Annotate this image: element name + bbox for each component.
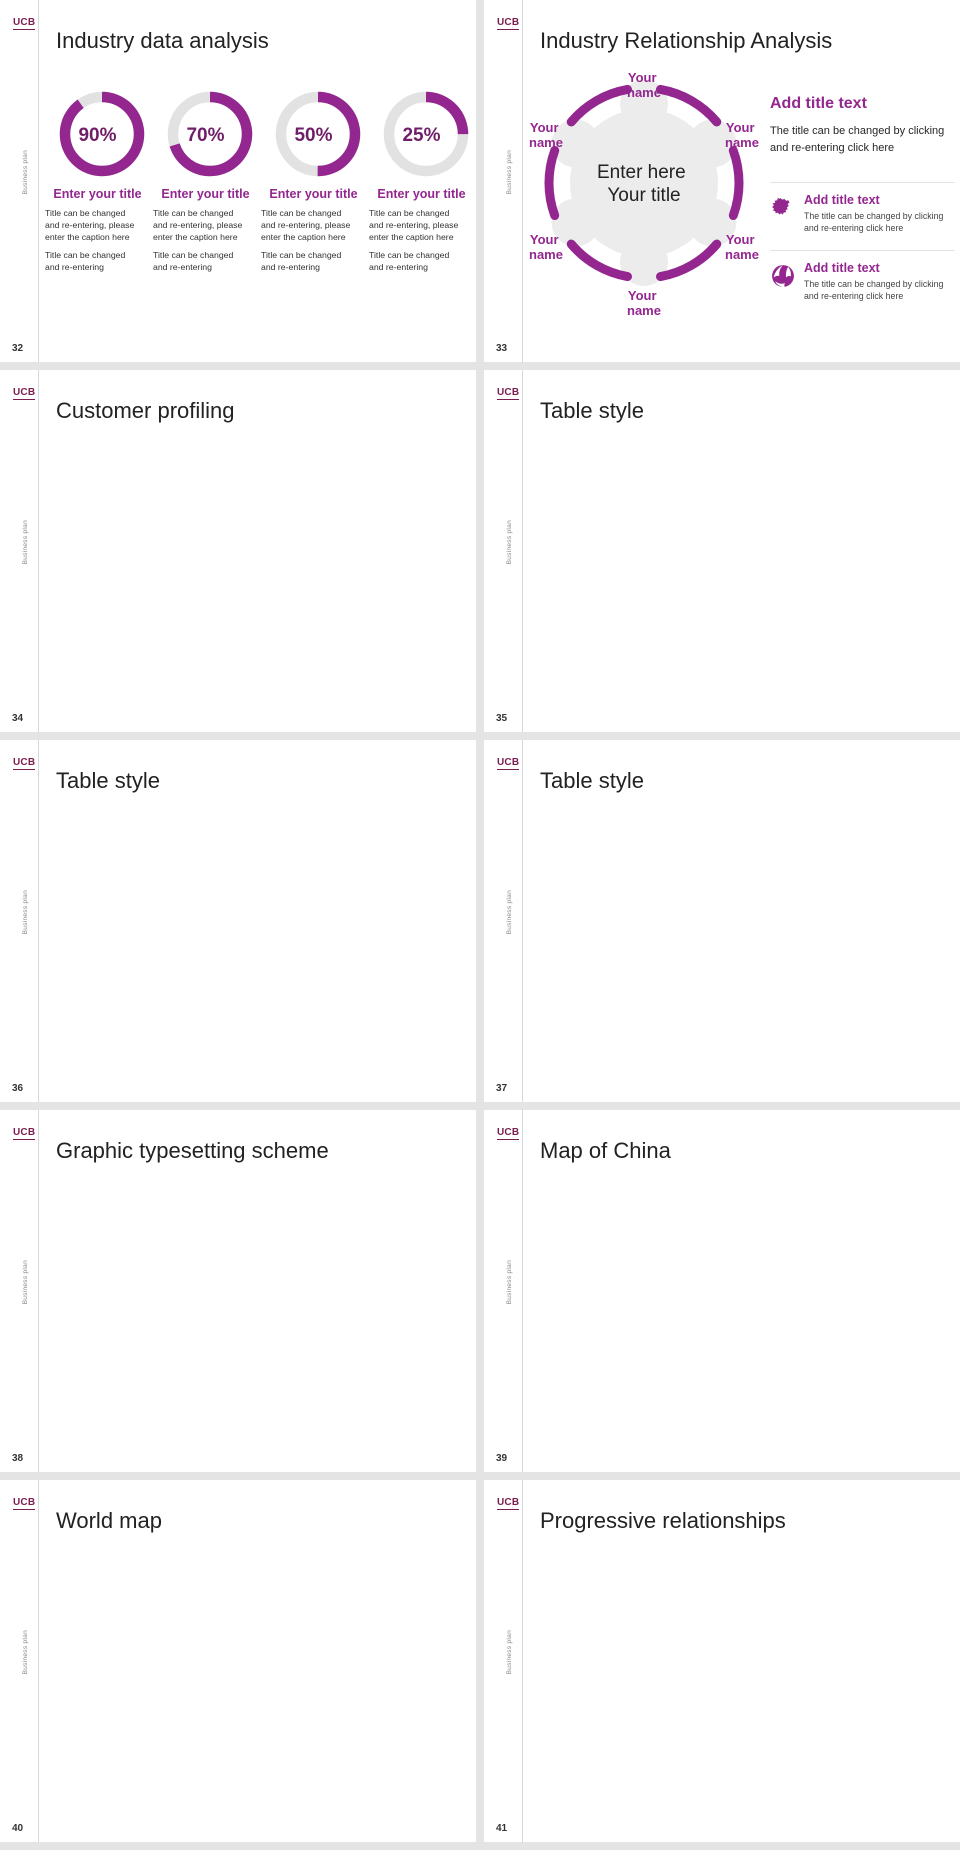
svg-text:Your name: Your name xyxy=(529,120,563,150)
svg-text:Your name: Your name xyxy=(725,232,759,262)
svg-text:Your name: Your name xyxy=(529,232,563,262)
svg-text:Your name: Your name xyxy=(627,288,661,316)
svg-text:Your name: Your name xyxy=(627,70,661,100)
svg-text:Your name: Your name xyxy=(725,120,759,150)
